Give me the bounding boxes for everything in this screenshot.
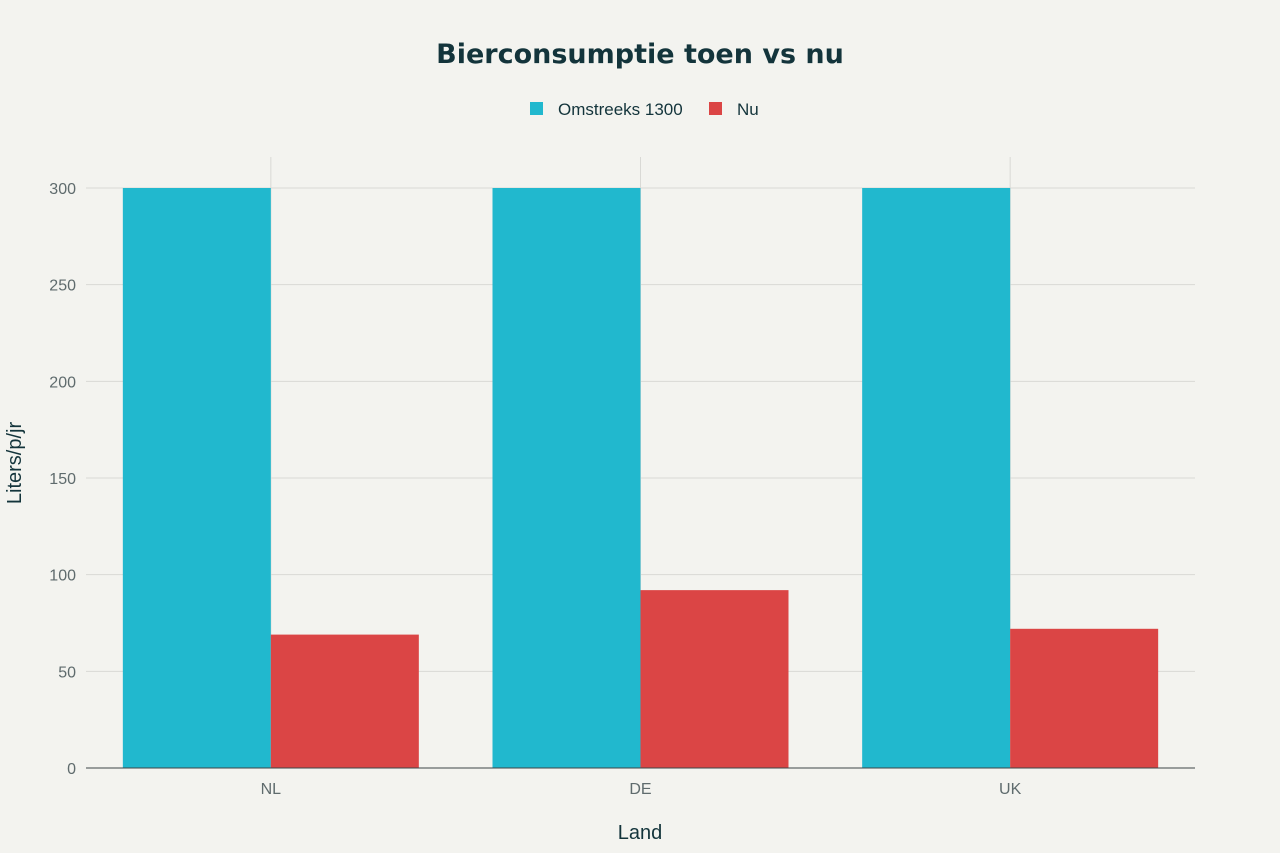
y-tick-label: 0 [67,761,76,778]
x-tick-label-nl: NL [261,781,282,798]
legend-swatch-nu [709,102,722,115]
legend-swatch-omstreeks-1300 [530,102,543,115]
axes: 0 50 100 150 200 250 300 NL DE UK [49,181,1195,798]
bars [122,188,1159,768]
legend-label-omstreeks-1300: Omstreeks 1300 [558,100,683,119]
y-tick-label: 50 [58,664,76,681]
x-tick-label-uk: UK [999,781,1022,798]
chart-title: Bierconsumptie toen vs nu [436,39,844,70]
y-axis-title: Liters/p/jr [4,422,26,505]
y-tick-label: 300 [49,181,76,198]
bar-nl-omstreeks-1300 [122,188,271,768]
legend-label-nu: Nu [737,100,759,119]
x-axis-title: Land [618,822,663,844]
y-tick-label: 100 [49,568,76,585]
x-tick-label-de: DE [629,781,651,798]
legend: Omstreeks 1300 Nu [530,100,759,119]
y-tick-label: 200 [49,374,76,391]
bar-uk-nu [1010,628,1159,768]
bar-de-nu [640,590,789,768]
y-tick-label: 250 [49,278,76,295]
y-tick-label: 150 [49,471,76,488]
bar-de-omstreeks-1300 [492,188,641,768]
bar-nl-nu [270,634,419,768]
bar-uk-omstreeks-1300 [862,188,1011,768]
